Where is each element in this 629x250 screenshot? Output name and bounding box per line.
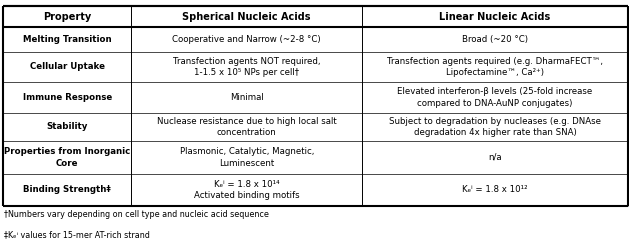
- Text: Broad (~20 °C): Broad (~20 °C): [462, 35, 528, 44]
- Text: Transfection agents required (e.g. DharmaFECT™,
Lipofectamine™, Ca²⁺): Transfection agents required (e.g. Dharm…: [387, 56, 603, 77]
- Text: Plasmonic, Catalytic, Magnetic,
Luminescent: Plasmonic, Catalytic, Magnetic, Luminesc…: [179, 147, 314, 168]
- Text: n/a: n/a: [488, 153, 502, 162]
- Text: Kₑⁱ = 1.8 x 10¹⁴
Activated binding motifs: Kₑⁱ = 1.8 x 10¹⁴ Activated binding motif…: [194, 180, 299, 200]
- Text: Property: Property: [43, 12, 91, 22]
- Text: Cellular Uptake: Cellular Uptake: [30, 62, 104, 71]
- Text: Immune Response: Immune Response: [23, 93, 112, 102]
- Text: Elevated interferon-β levels (25-fold increase
compared to DNA-AuNP conjugates): Elevated interferon-β levels (25-fold in…: [398, 87, 593, 108]
- Text: Spherical Nucleic Acids: Spherical Nucleic Acids: [182, 12, 311, 22]
- Text: Kₑⁱ = 1.8 x 10¹²: Kₑⁱ = 1.8 x 10¹²: [462, 186, 528, 194]
- Text: Linear Nucleic Acids: Linear Nucleic Acids: [440, 12, 550, 22]
- Text: Cooperative and Narrow (~2-8 °C): Cooperative and Narrow (~2-8 °C): [172, 35, 321, 44]
- Text: Subject to degradation by nucleases (e.g. DNAse
degradation 4x higher rate than : Subject to degradation by nucleases (e.g…: [389, 116, 601, 137]
- Text: Melting Transition: Melting Transition: [23, 35, 111, 44]
- Text: Minimal: Minimal: [230, 93, 264, 102]
- Text: Binding Strength‡: Binding Strength‡: [23, 186, 111, 194]
- Text: †Numbers vary depending on cell type and nucleic acid sequence: †Numbers vary depending on cell type and…: [4, 210, 269, 219]
- Text: Properties from Inorganic
Core: Properties from Inorganic Core: [4, 147, 130, 168]
- Text: Stability: Stability: [47, 122, 88, 131]
- Text: ‡Kₑⁱ values for 15-mer AT-rich strand: ‡Kₑⁱ values for 15-mer AT-rich strand: [4, 230, 150, 239]
- Text: Transfection agents NOT required,
1-1.5 x 10⁵ NPs per cell†: Transfection agents NOT required, 1-1.5 …: [173, 56, 321, 77]
- Text: Nuclease resistance due to high local salt
concentration: Nuclease resistance due to high local sa…: [157, 116, 337, 137]
